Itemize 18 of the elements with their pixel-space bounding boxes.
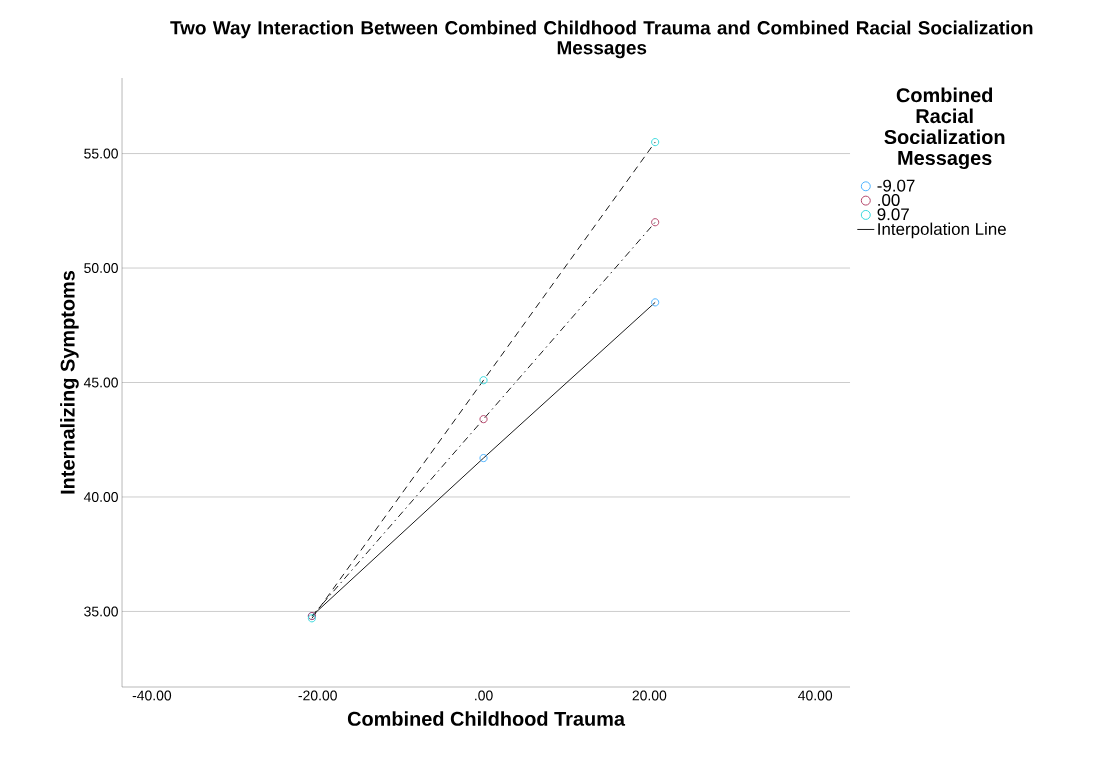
x-tick-label: 40.00 [798, 690, 833, 701]
legend-label: 9.07 [877, 208, 909, 221]
x-tick-label: .00 [475, 690, 493, 701]
x-tick-label: 20.00 [632, 690, 667, 701]
x-axis-title: Combined Childhood Trauma [347, 711, 626, 726]
legend-label: .00 [878, 193, 900, 206]
legend-title: Combined Racial Socialization Messages [884, 87, 1005, 170]
y-tick-label: 35.00 [84, 606, 118, 617]
text: Interpolation Line [878, 222, 1006, 239]
chart-title: Two Way Interaction Between Combined Childhood Trauma and Combined Racial Socialization Messages [170, 20, 1033, 59]
x-tick-label: -40.00 [132, 690, 172, 701]
y-tick-label: 50.00 [84, 263, 118, 273]
x-tick-label: -20.00 [298, 690, 337, 701]
legend-label: -9.07 [877, 179, 915, 192]
y-tick-label: 40.00 [83, 492, 118, 502]
y-axis-title: Internalizing Symptoms [60, 270, 79, 494]
y-tick-label: 55.00 [84, 148, 118, 159]
y-tick-label: 45.00 [83, 377, 118, 388]
